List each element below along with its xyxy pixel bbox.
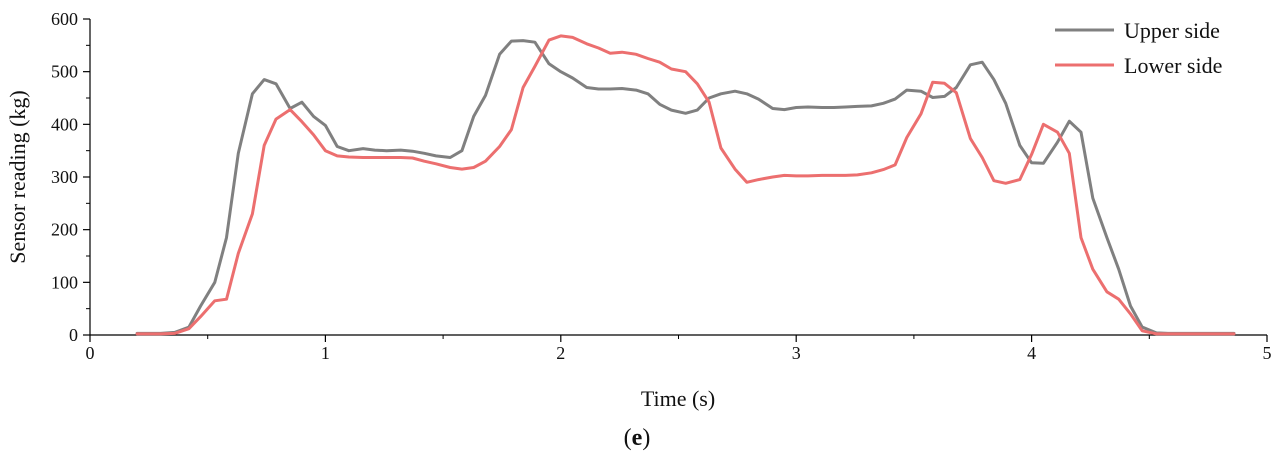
x-tick-label: 3	[792, 343, 801, 363]
legend-label-upper-side: Upper side	[1124, 18, 1220, 43]
x-tick-label: 0	[86, 343, 95, 363]
x-tick-label: 2	[556, 343, 565, 363]
axes	[83, 18, 1268, 342]
y-tick-label: 500	[51, 62, 78, 82]
plot-area	[135, 34, 1236, 336]
panel-label: (e)	[624, 425, 651, 451]
y-tick-label: 600	[51, 9, 78, 29]
series-line-upper-side	[135, 39, 1236, 335]
y-tick-label: 400	[51, 114, 78, 134]
x-tick-label: 5	[1263, 343, 1272, 363]
y-tick-label: 0	[69, 325, 78, 345]
y-tick-label: 300	[51, 167, 78, 187]
series-line-lower-side	[135, 34, 1236, 336]
x-axis-label: Time (s)	[641, 386, 715, 411]
y-tick-label: 200	[51, 220, 78, 240]
y-axis-label: Sensor reading (kg)	[5, 90, 30, 264]
x-tick-label: 1	[321, 343, 330, 363]
panel-label-letter: e	[632, 425, 643, 451]
y-tick-label: 100	[51, 272, 78, 292]
tick-labels: 0 1 2 3 4 5 0 100 200 300 400 500 600	[51, 9, 1272, 363]
x-tick-label: 4	[1027, 343, 1036, 363]
legend-label-lower-side: Lower side	[1124, 53, 1222, 78]
legend: Upper side Lower side	[1055, 18, 1222, 78]
